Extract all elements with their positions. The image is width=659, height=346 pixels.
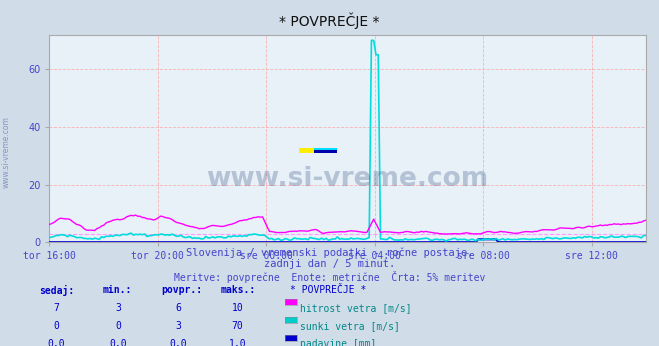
- Text: zadnji dan / 5 minut.: zadnji dan / 5 minut.: [264, 259, 395, 269]
- Text: sunki vetra [m/s]: sunki vetra [m/s]: [300, 321, 400, 331]
- Text: 7: 7: [53, 303, 59, 313]
- Text: 1,0: 1,0: [229, 339, 246, 346]
- Polygon shape: [314, 150, 337, 153]
- Text: hitrost vetra [m/s]: hitrost vetra [m/s]: [300, 303, 411, 313]
- Text: www.si-vreme.com: www.si-vreme.com: [2, 116, 11, 188]
- Text: * POVPREČJE *: * POVPREČJE *: [279, 12, 380, 29]
- Text: maks.:: maks.:: [221, 285, 256, 295]
- Text: 0: 0: [53, 321, 59, 331]
- Text: 0,0: 0,0: [169, 339, 186, 346]
- Text: 0,0: 0,0: [110, 339, 127, 346]
- Text: 6: 6: [175, 303, 181, 313]
- Text: 3: 3: [116, 303, 121, 313]
- Text: Slovenija / vremenski podatki - ročne postaje.: Slovenija / vremenski podatki - ročne po…: [186, 247, 473, 258]
- Text: Meritve: povprečne  Enote: metrične  Črta: 5% meritev: Meritve: povprečne Enote: metrične Črta:…: [174, 271, 485, 283]
- Text: * POVPREČJE *: * POVPREČJE *: [290, 285, 366, 295]
- Text: padavine [mm]: padavine [mm]: [300, 339, 376, 346]
- Text: 0,0: 0,0: [47, 339, 65, 346]
- Text: 70: 70: [231, 321, 243, 331]
- Text: sedaj:: sedaj:: [40, 285, 74, 297]
- Text: min.:: min.:: [102, 285, 132, 295]
- Text: www.si-vreme.com: www.si-vreme.com: [206, 166, 489, 192]
- Text: 0: 0: [116, 321, 121, 331]
- Text: 10: 10: [231, 303, 243, 313]
- Text: povpr.:: povpr.:: [161, 285, 202, 295]
- Text: 3: 3: [175, 321, 181, 331]
- Bar: [299, 148, 337, 153]
- Polygon shape: [314, 148, 337, 150]
